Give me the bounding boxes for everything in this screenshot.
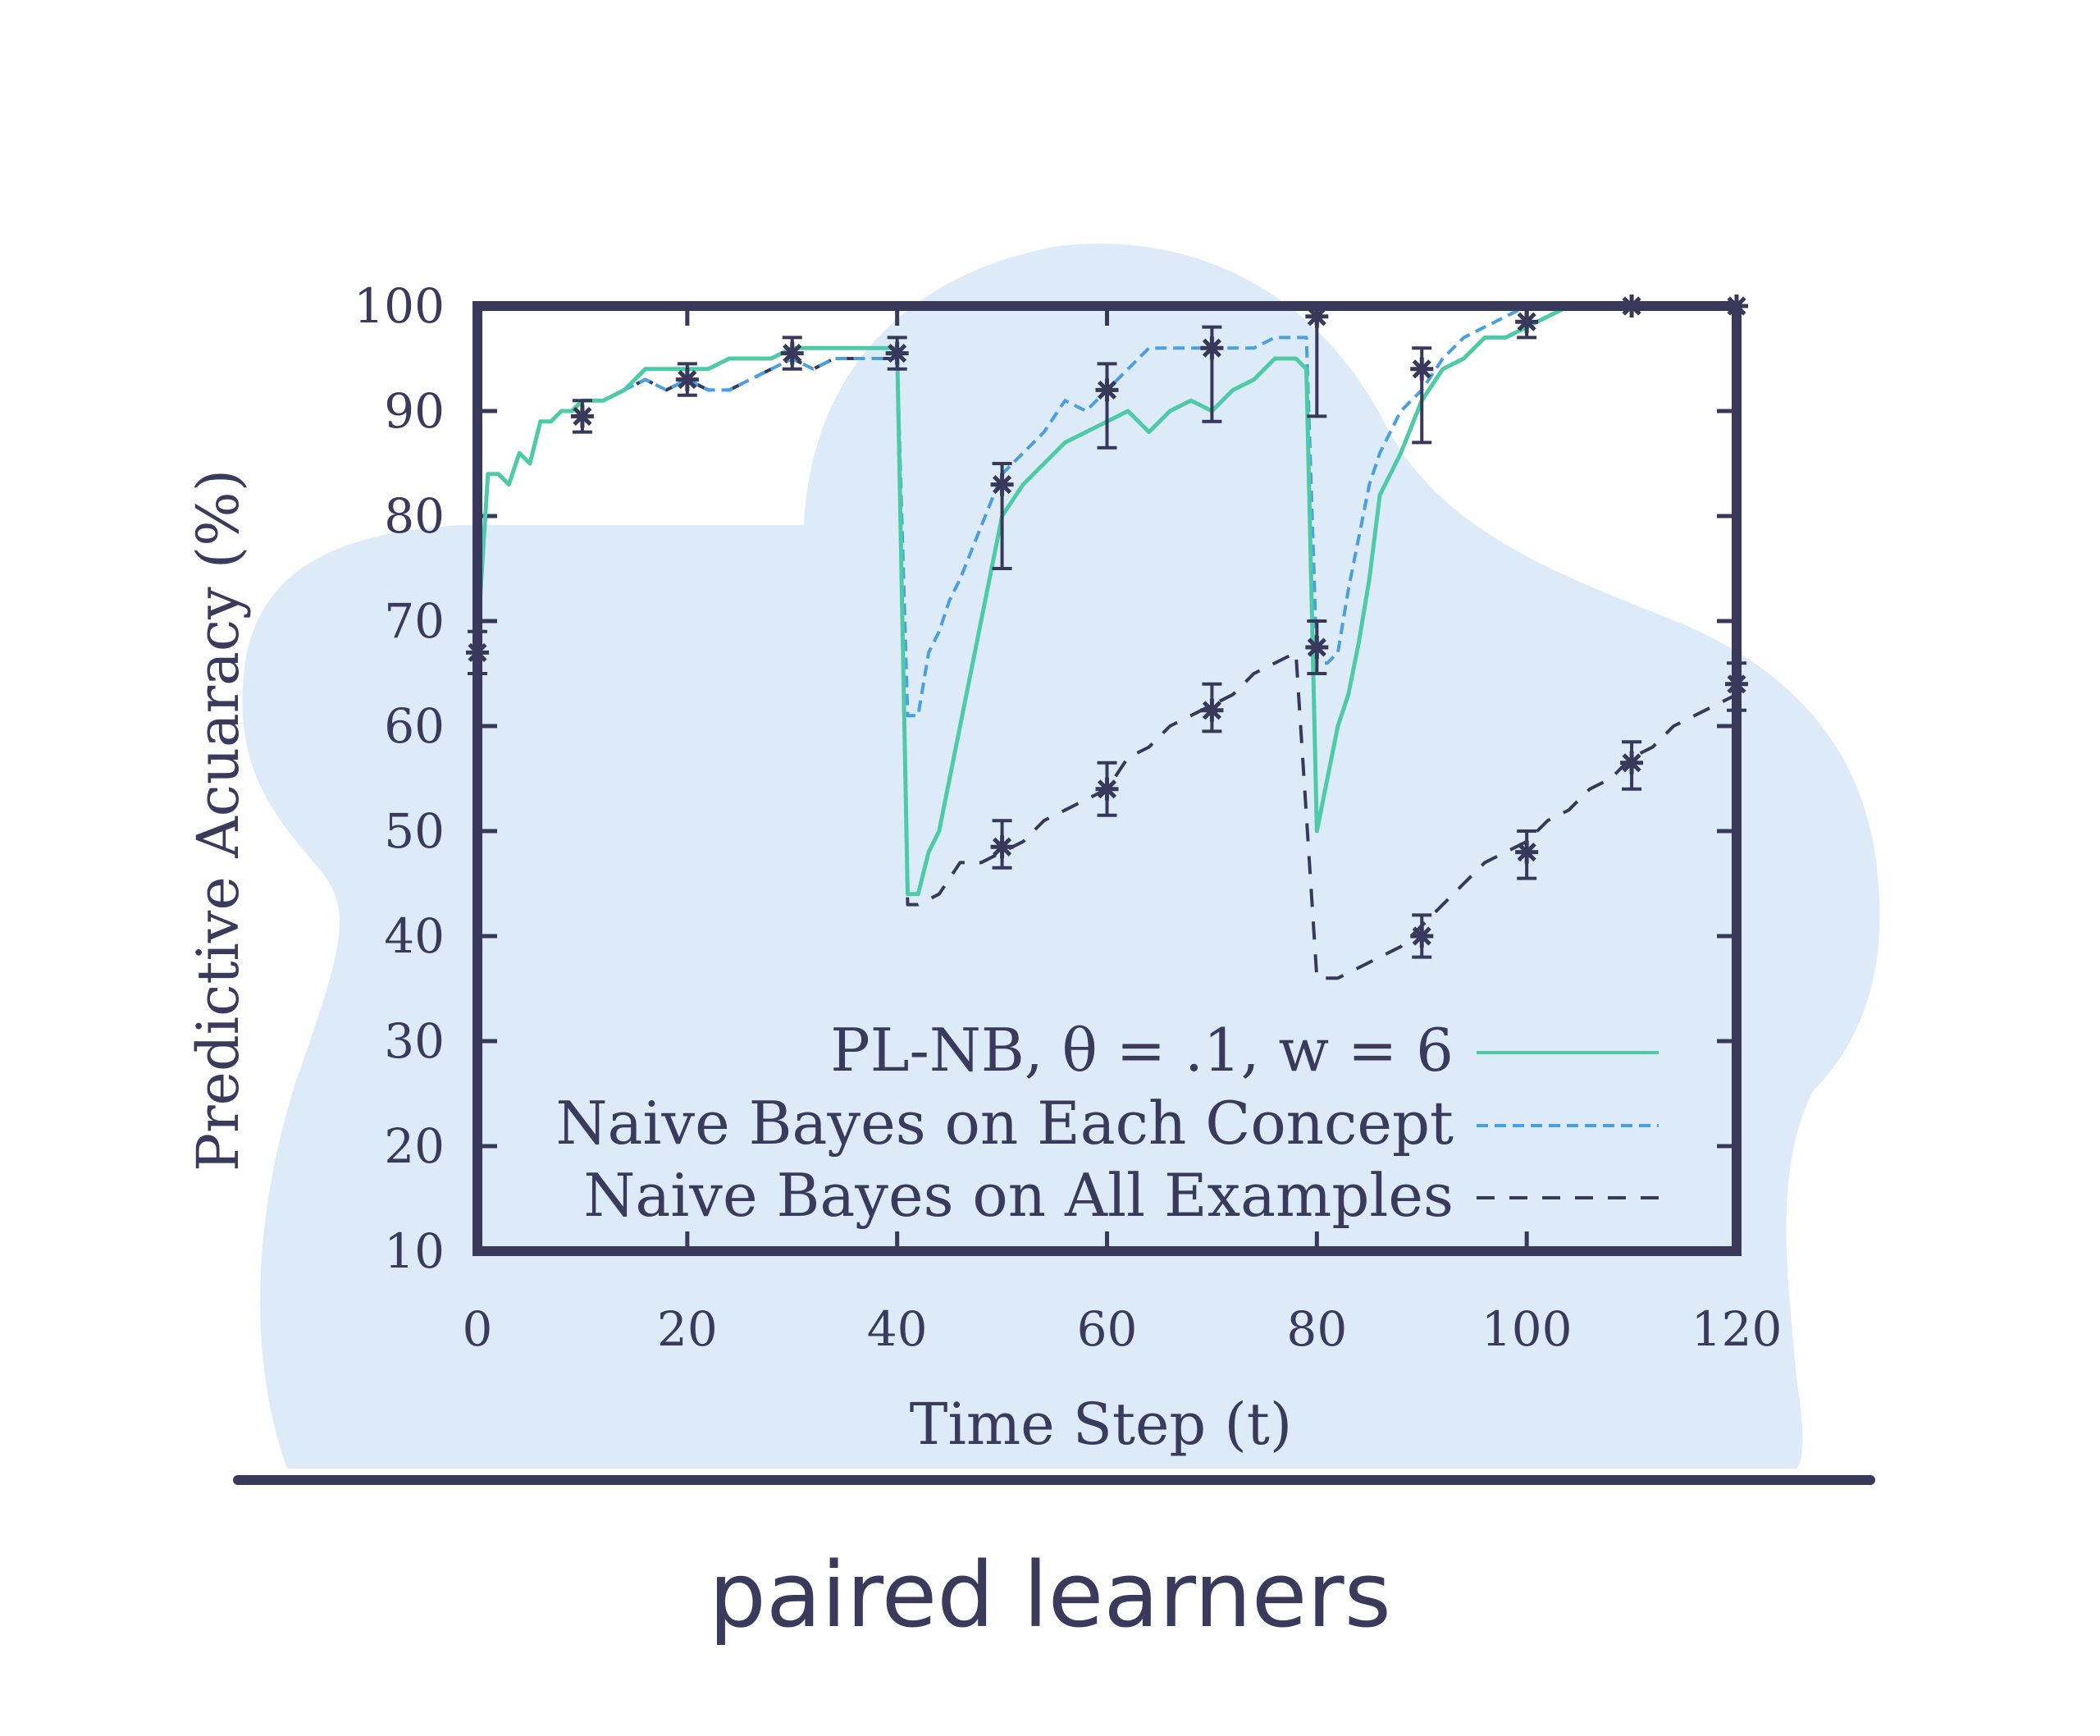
y-tick-label: 40: [384, 908, 445, 964]
x-tick-label: 80: [1286, 1301, 1347, 1357]
legend-entry-nb-each-concept: Naive Bayes on Each Concept: [555, 1089, 1454, 1158]
y-tick-label: 20: [384, 1118, 445, 1174]
caption-title: paired learners: [709, 1542, 1391, 1647]
data-point-marker: [1620, 751, 1644, 774]
data-point-marker: [570, 404, 594, 428]
data-point-marker: [990, 835, 1014, 859]
data-point-marker: [675, 368, 699, 391]
data-point-marker: [1515, 840, 1539, 864]
y-tick-label: 30: [384, 1013, 445, 1069]
x-tick-label: 60: [1077, 1301, 1138, 1357]
data-point-marker: [1410, 357, 1434, 381]
data-point-marker: [1200, 336, 1224, 360]
plot-frame: [472, 301, 1742, 1256]
data-point-marker: [780, 341, 804, 365]
y-tick-label: 90: [384, 383, 445, 439]
data-point-marker: [1515, 310, 1539, 334]
y-tick-label: 50: [384, 803, 445, 859]
data-point-marker: [1410, 925, 1434, 948]
data-point-marker: [990, 473, 1014, 496]
data-point-marker: [1095, 777, 1119, 801]
data-point-marker: [1305, 304, 1329, 328]
series-line-pl-nb: [475, 304, 1737, 897]
y-tick-label: 80: [384, 488, 445, 544]
x-tick-label: 120: [1691, 1301, 1783, 1357]
x-axis-label: Time Step (t): [910, 1391, 1292, 1458]
y-tick-label: 100: [354, 278, 445, 334]
x-tick-label: 40: [867, 1301, 928, 1357]
y-tick-label: 70: [384, 593, 445, 649]
y-axis-label: Predictive Acuaracy (%): [185, 469, 252, 1172]
x-tick-label: 20: [657, 1301, 718, 1357]
y-tick-label: 10: [384, 1223, 445, 1279]
legend-entry-pl-nb: PL-NB, θ = .1, w = 6: [830, 1016, 1454, 1085]
data-point-marker: [1305, 636, 1329, 659]
data-point-marker: [1200, 698, 1224, 722]
data-point-marker: [1095, 378, 1119, 402]
legend-entry-nb-all-examples: Naive Bayes on All Examples: [583, 1161, 1454, 1230]
x-tick-label: 100: [1481, 1301, 1573, 1357]
x-tick-label: 0: [463, 1301, 493, 1357]
background-blob: [242, 243, 1880, 1469]
y-tick-label: 60: [384, 698, 445, 754]
data-point-marker: [885, 341, 909, 365]
